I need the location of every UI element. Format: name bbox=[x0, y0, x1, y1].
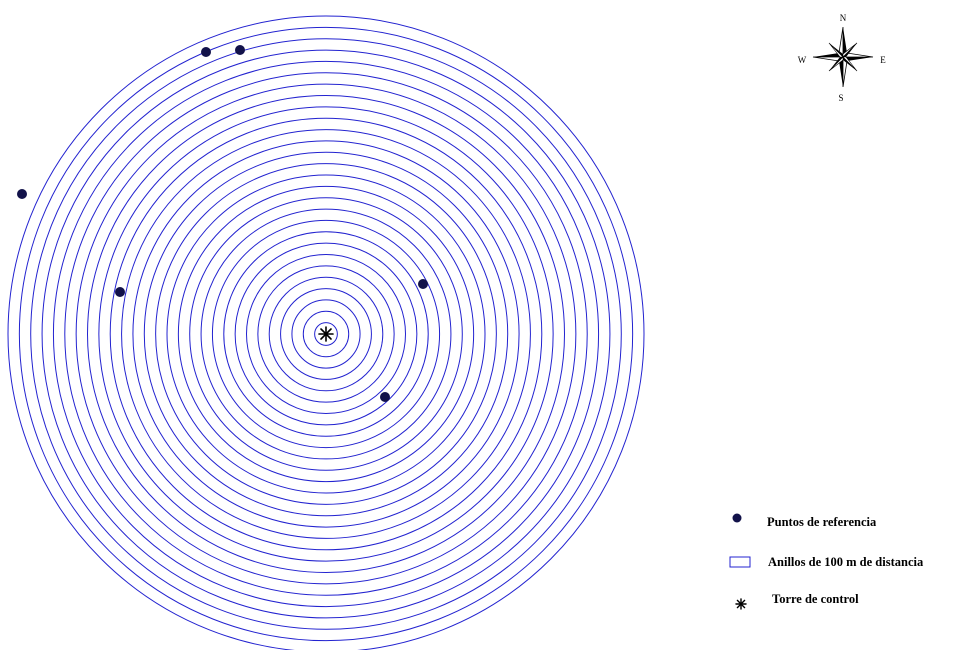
legend-label-reference-points: Puntos de referencia bbox=[767, 515, 877, 529]
distance-ring bbox=[132, 140, 520, 528]
distance-ring bbox=[280, 288, 372, 380]
distance-ring bbox=[64, 72, 588, 596]
distance-ring bbox=[314, 322, 338, 346]
distance-ring bbox=[246, 254, 406, 414]
compass-west-label: W bbox=[798, 55, 807, 65]
dot-icon bbox=[732, 513, 742, 523]
distance-ring bbox=[75, 83, 577, 585]
legend-item-reference-points: Puntos de referencia bbox=[732, 513, 877, 529]
reference-point bbox=[380, 392, 390, 402]
distance-ring bbox=[143, 151, 509, 517]
compass-east-label: E bbox=[880, 55, 886, 65]
legend-item-distance-rings: Anillos de 100 m de distancia bbox=[729, 555, 924, 569]
distance-ring bbox=[7, 15, 645, 650]
compass-star-icon bbox=[812, 26, 874, 88]
reference-point bbox=[115, 287, 125, 297]
distance-ring bbox=[200, 208, 452, 460]
control-tower-marker bbox=[318, 326, 334, 342]
reference-point bbox=[235, 45, 245, 55]
legend-label-control-tower: Torre de control bbox=[772, 592, 859, 606]
distance-ring bbox=[52, 60, 600, 608]
distance-ring bbox=[30, 38, 622, 630]
distance-ring bbox=[109, 117, 543, 551]
distance-ring bbox=[155, 163, 497, 505]
asterisk-icon bbox=[318, 326, 334, 342]
legend-item-control-tower: Torre de control bbox=[735, 592, 859, 610]
legend-label-distance-rings: Anillos de 100 m de distancia bbox=[768, 555, 924, 569]
distance-ring bbox=[189, 197, 463, 471]
distance-ring bbox=[223, 231, 429, 437]
reference-points bbox=[17, 45, 428, 402]
distance-ring bbox=[211, 219, 441, 449]
distance-ring bbox=[166, 174, 486, 494]
distance-ring bbox=[87, 95, 565, 573]
distance-ring bbox=[291, 299, 361, 369]
map-legend: Puntos de referencia Anillos de 100 m de… bbox=[729, 513, 924, 610]
distance-ring bbox=[257, 265, 395, 403]
distance-ring bbox=[302, 310, 350, 358]
distance-ring bbox=[41, 49, 611, 619]
distance-ring bbox=[268, 276, 384, 392]
reference-point bbox=[17, 189, 27, 199]
distance-ring bbox=[98, 106, 554, 562]
distance-rings bbox=[7, 15, 645, 650]
compass-rose: N S E W bbox=[798, 13, 887, 103]
asterisk-icon bbox=[735, 598, 747, 610]
compass-north-label: N bbox=[840, 13, 847, 23]
ring-icon bbox=[729, 556, 751, 568]
reference-point bbox=[201, 47, 211, 57]
distance-ring bbox=[18, 26, 634, 642]
distance-ring bbox=[121, 129, 531, 539]
distance-ring bbox=[234, 242, 418, 426]
compass-south-label: S bbox=[838, 93, 843, 103]
distance-ring bbox=[177, 185, 475, 483]
reference-point bbox=[418, 279, 428, 289]
